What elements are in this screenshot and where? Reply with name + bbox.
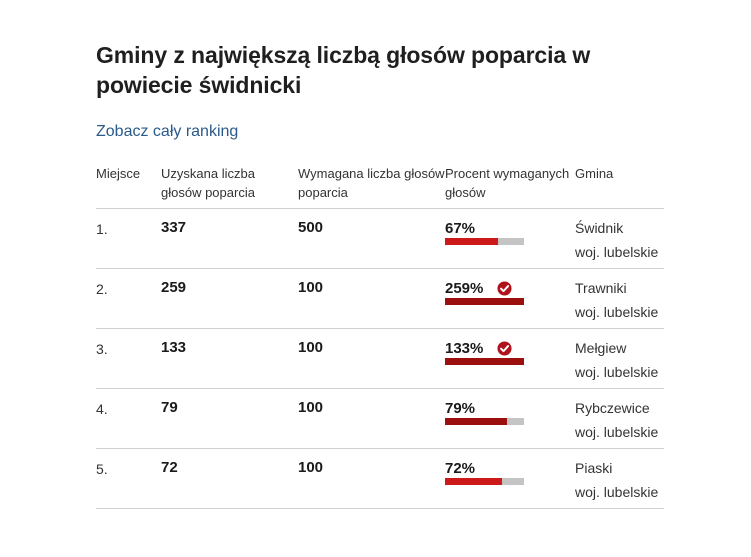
row-gmina: Rybczewice — [575, 400, 650, 416]
row-required: 100 — [298, 339, 324, 356]
check-circle-icon — [497, 340, 512, 356]
row-percent: 259% — [445, 279, 484, 297]
row-percent: 67% — [445, 219, 476, 237]
row-gmina: Świdnik — [575, 220, 624, 236]
progress-bar-fill — [445, 478, 502, 485]
progress-bar — [445, 298, 524, 305]
full-ranking-link[interactable]: Zobacz cały ranking — [96, 123, 239, 140]
row-obtained: 337 — [161, 219, 187, 236]
header-obtained: Uzyskana liczba głosów poparcia — [161, 164, 298, 209]
progress-bar — [445, 478, 524, 485]
row-gmina: Mełgiew — [575, 340, 627, 356]
header-place: Miejsce — [96, 164, 161, 209]
table-row-2: 2. 259 100 259% Trawniki woj. lubelskie — [96, 268, 664, 329]
progress-bar — [445, 238, 524, 245]
row-required: 100 — [298, 459, 324, 476]
row-obtained: 79 — [161, 399, 178, 416]
table-row-1: 1. 337 500 67% Świdnik woj. lubelskie — [96, 208, 664, 269]
row-voivodeship: woj. lubelskie — [575, 364, 659, 380]
progress-bar — [445, 418, 524, 425]
row-gmina: Piaski — [575, 460, 613, 476]
row-gmina: Trawniki — [575, 280, 627, 296]
progress-bar-fill — [445, 418, 508, 425]
row-obtained: 259 — [161, 279, 187, 296]
row-percent: 133% — [445, 339, 484, 357]
table-row-5: 5. 72 100 72% Piaski woj. lubelskie — [96, 448, 664, 509]
progress-bar-fill — [445, 238, 498, 245]
row-place: 1. — [96, 221, 108, 237]
row-obtained: 133 — [161, 339, 187, 356]
row-voivodeship: woj. lubelskie — [575, 304, 659, 320]
table-header-row: Miejsce Uzyskana liczba głosów poparcia … — [96, 164, 664, 209]
row-voivodeship: woj. lubelskie — [575, 484, 659, 500]
page-title: Gminy z największą liczbą głosów poparci… — [96, 42, 591, 98]
table-row-3: 3. 133 100 133% Mełgiew woj. lubelskie — [96, 328, 664, 389]
row-voivodeship: woj. lubelskie — [575, 244, 659, 260]
header-required: Wymagana liczba głosów poparcia — [298, 164, 445, 209]
row-required: 100 — [298, 399, 324, 416]
row-voivodeship: woj. lubelskie — [575, 424, 659, 440]
row-place: 5. — [96, 461, 108, 477]
row-place: 3. — [96, 341, 108, 357]
row-place: 2. — [96, 281, 108, 297]
row-required: 100 — [298, 279, 324, 296]
ranking-widget: Gminy z największą liczbą głosów poparci… — [96, 40, 664, 509]
row-required: 500 — [298, 219, 324, 236]
row-percent: 79% — [445, 399, 476, 417]
ranking-table: Miejsce Uzyskana liczba głosów poparcia … — [96, 164, 664, 509]
header-gmina: Gmina — [575, 164, 664, 209]
progress-bar-fill — [445, 298, 524, 305]
progress-bar-fill — [445, 358, 524, 365]
row-place: 4. — [96, 401, 108, 417]
header-percent: Procent wymaganych głosów — [445, 164, 575, 209]
check-circle-icon — [497, 280, 512, 296]
table-row-4: 4. 79 100 79% Rybczewice woj. lubelskie — [96, 388, 664, 449]
row-percent: 72% — [445, 459, 476, 477]
row-obtained: 72 — [161, 459, 178, 476]
progress-bar — [445, 358, 524, 365]
